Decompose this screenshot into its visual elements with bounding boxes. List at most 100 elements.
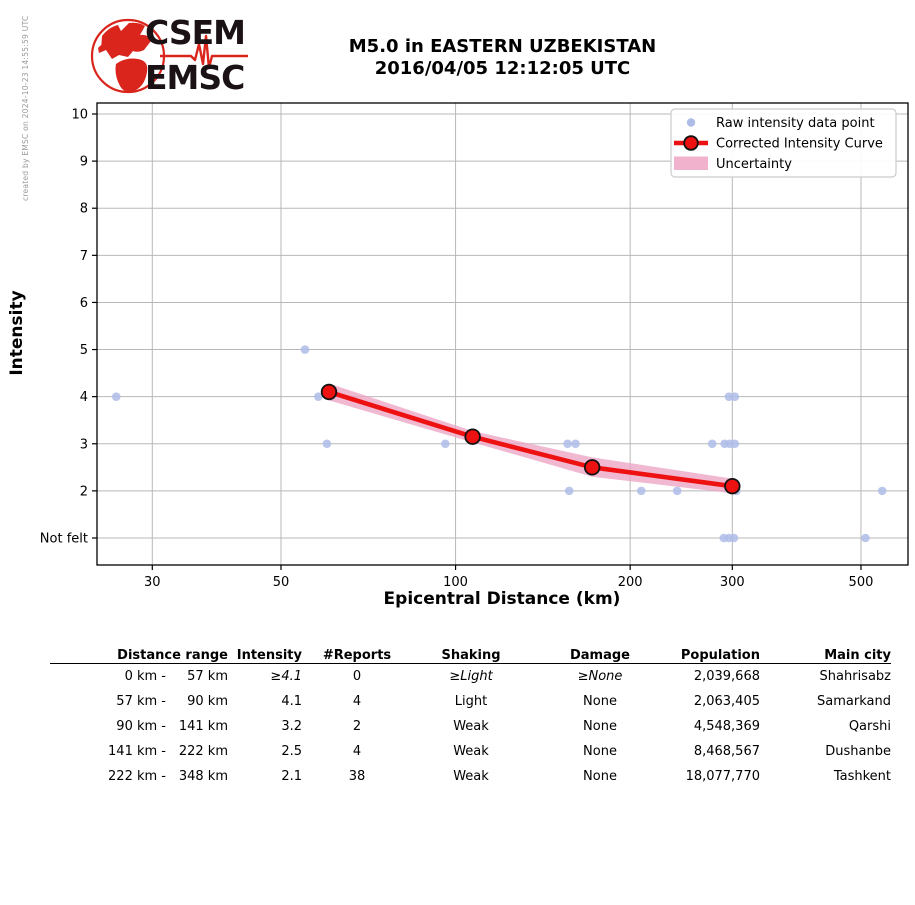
cell-intensity: 3.2 bbox=[281, 719, 302, 734]
cell-shaking: Weak bbox=[453, 744, 489, 759]
cell-population: 8,468,567 bbox=[693, 744, 760, 759]
x-tick-label: 300 bbox=[720, 575, 745, 590]
cell-population: 2,039,668 bbox=[693, 669, 760, 684]
plot-border bbox=[96, 102, 909, 566]
cell-distance-range: 0 km -57 km bbox=[124, 669, 228, 684]
y-tick-label: 5 bbox=[80, 343, 88, 358]
cell-population: 18,077,770 bbox=[685, 769, 760, 784]
cell-reports: 0 bbox=[352, 669, 362, 684]
curve-marker bbox=[724, 477, 741, 495]
cell-damage: None bbox=[583, 719, 617, 734]
header-shaking: Shaking bbox=[412, 639, 530, 664]
raw-point bbox=[729, 533, 739, 543]
raw-point bbox=[861, 533, 870, 543]
cell-shaking: Light bbox=[454, 694, 488, 709]
raw-point bbox=[730, 439, 740, 449]
cell-main-city: Dushanbe bbox=[825, 744, 891, 759]
y-tick-label: 8 bbox=[80, 202, 88, 217]
cell-reports: 2 bbox=[352, 719, 362, 734]
legend-label-uncertainty: Uncertainty bbox=[716, 157, 792, 172]
raw-point bbox=[322, 439, 332, 449]
x-tick-label: 100 bbox=[443, 575, 468, 590]
cell-damage: None bbox=[583, 769, 617, 784]
uncertainty-legend-icon bbox=[674, 156, 708, 170]
x-tick-label: 50 bbox=[273, 575, 290, 590]
cell-population: 2,063,405 bbox=[693, 694, 760, 709]
y-axis-label: Intensity bbox=[7, 290, 27, 375]
cell-distance-range: 90 km -141 km bbox=[116, 719, 228, 734]
distance-table: Distance range Intensity #Reports Shakin… bbox=[50, 639, 891, 789]
raw-point bbox=[563, 439, 572, 449]
curve-marker-legend-icon bbox=[683, 135, 699, 151]
cell-main-city: Tashkent bbox=[833, 769, 891, 784]
raw-point bbox=[707, 439, 717, 449]
x-axis-label: Epicentral Distance (km) bbox=[384, 589, 621, 609]
raw-point bbox=[636, 486, 646, 496]
grid-layer bbox=[97, 103, 908, 565]
chart-title-line2: 2016/04/05 12:12:05 UTC bbox=[374, 58, 631, 79]
raw-point bbox=[300, 345, 310, 354]
raw-point bbox=[111, 392, 121, 401]
header-distance-range: Distance range bbox=[50, 639, 228, 664]
corrected-intensity-curve bbox=[326, 389, 735, 489]
header-main-city: Main city bbox=[760, 639, 891, 664]
raw-point bbox=[440, 439, 450, 449]
y-tick-label: 2 bbox=[80, 484, 88, 499]
cell-intensity: 2.5 bbox=[281, 744, 302, 759]
y-tick-label: 6 bbox=[80, 296, 88, 311]
raw-point-legend-icon bbox=[686, 118, 696, 127]
seismogram-icon bbox=[160, 34, 248, 70]
cell-distance-range: 57 km -90 km bbox=[116, 694, 228, 709]
raw-point bbox=[730, 392, 740, 401]
x-tick-label: 30 bbox=[144, 575, 161, 590]
cell-intensity: ≥4.1 bbox=[270, 669, 302, 684]
curve-marker bbox=[320, 383, 338, 401]
cell-damage: ≥None bbox=[577, 669, 623, 684]
logo-csem-label: CSEM bbox=[145, 13, 245, 52]
cell-reports: 4 bbox=[352, 694, 362, 709]
raw-points-layer bbox=[111, 345, 887, 543]
header-damage: Damage bbox=[530, 639, 670, 664]
cell-distance-range: 141 km -222 km bbox=[108, 744, 228, 759]
raw-point bbox=[564, 486, 574, 496]
curve-marker bbox=[464, 428, 481, 445]
legend-box bbox=[670, 108, 897, 178]
cell-shaking: ≥Light bbox=[449, 669, 493, 684]
table-row: 222 km -348 km 2.1 38 Weak None 18,077,770 Tas… bbox=[50, 764, 891, 789]
cell-main-city: Samarkand bbox=[817, 694, 891, 709]
table-header-row: Distance range Intensity #Reports Shakin… bbox=[50, 639, 891, 664]
raw-point bbox=[724, 392, 734, 401]
legend: Raw intensity data point Corrected Inten… bbox=[670, 108, 897, 178]
table-row: 0 km -57 km ≥4.1 0 ≥Light ≥None 2,039,668 Shah… bbox=[50, 664, 891, 690]
raw-point bbox=[314, 392, 323, 401]
curve-marker bbox=[583, 459, 601, 476]
uncertainty-band-layer bbox=[328, 383, 733, 494]
cell-distance-range: 222 km -348 km bbox=[108, 769, 228, 784]
uncertainty-band bbox=[328, 383, 733, 494]
cell-main-city: Shahrisabz bbox=[819, 669, 891, 684]
globe-icon bbox=[90, 18, 166, 94]
x-tick-label: 500 bbox=[849, 575, 874, 590]
cell-damage: None bbox=[583, 694, 617, 709]
cell-population: 4,548,369 bbox=[693, 719, 760, 734]
header-population: Population bbox=[670, 639, 760, 664]
corrected-curve-layer bbox=[320, 383, 741, 495]
header-intensity: Intensity bbox=[228, 639, 302, 664]
raw-point bbox=[672, 486, 682, 496]
table-row: 57 km -90 km 4.1 4 Light None 2,063,405 Samark… bbox=[50, 689, 891, 714]
emsc-logo: CSEM EMSC bbox=[90, 13, 248, 97]
header-reports: #Reports bbox=[302, 639, 412, 664]
cell-shaking: Weak bbox=[453, 769, 489, 784]
raw-point bbox=[877, 486, 887, 496]
chart-title-line1: M5.0 in EASTERN UZBEKISTAN bbox=[348, 36, 657, 57]
logo-emsc-label: EMSC bbox=[145, 58, 244, 97]
axis-layer: 30 50 100 200 300 500 10 9 8 7 6 5 4 3 2 Not felt bbox=[40, 102, 909, 590]
table-row: 141 km -222 km 2.5 4 Weak None 8,468,567 Dusha… bbox=[50, 739, 891, 764]
raw-point bbox=[571, 439, 580, 449]
y-tick-label: 10 bbox=[71, 108, 88, 123]
cell-intensity: 2.1 bbox=[281, 769, 302, 784]
cell-damage: None bbox=[583, 744, 617, 759]
y-tick-label: 3 bbox=[80, 437, 88, 452]
cell-intensity: 4.1 bbox=[281, 694, 302, 709]
